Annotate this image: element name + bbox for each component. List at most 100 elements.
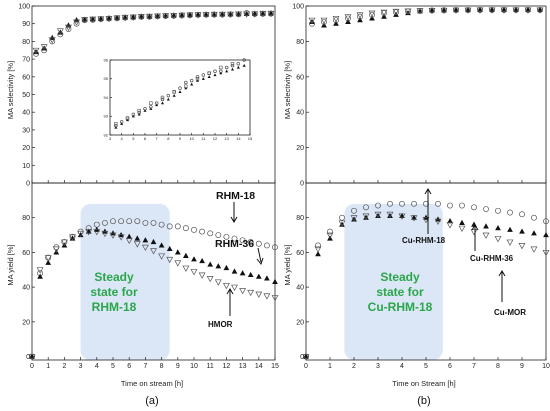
data-point	[223, 233, 230, 240]
data-point	[447, 218, 453, 224]
x-tick-label: 4	[121, 136, 124, 141]
x-tick-label: 7	[143, 363, 147, 370]
data-point	[158, 221, 165, 228]
a-annotation-hmor: HMOR	[208, 320, 233, 329]
y-tick-label: 90	[22, 21, 30, 28]
data-point	[223, 264, 230, 271]
data-point	[264, 275, 270, 281]
data-point	[41, 47, 48, 54]
panel-a-inset-plot: 92 93 94 95 96 3 4 5 6 7 8 9 10 11 12 13 14 15	[104, 57, 253, 141]
b-bottom-ylabel: MA yield [%]	[283, 244, 292, 285]
data-point	[543, 218, 549, 225]
a-bottom-xlabel: Time on stream [h]	[121, 379, 183, 388]
data-point	[129, 14, 137, 21]
data-point	[230, 63, 235, 68]
data-point	[117, 234, 125, 241]
data-point	[399, 200, 405, 207]
data-point	[235, 11, 243, 18]
data-point	[195, 77, 200, 81]
b-annotation-cumor: Cu-MOR	[494, 308, 526, 317]
data-point	[28, 354, 36, 361]
panel-label-b: (b)	[417, 395, 430, 407]
data-point	[398, 213, 406, 220]
inset-background	[110, 60, 250, 135]
data-point	[119, 120, 124, 124]
data-point	[52, 246, 60, 253]
data-point	[158, 242, 165, 248]
data-point	[174, 260, 182, 267]
x-tick-label: 10	[542, 363, 550, 370]
data-point	[332, 15, 340, 23]
a-annotation-rhm36: RHM-36	[215, 238, 254, 250]
data-point	[184, 80, 188, 85]
data-point	[471, 204, 477, 211]
a-shade-label-3: RHM-18	[92, 300, 137, 314]
data-point	[326, 232, 334, 239]
data-point	[263, 242, 270, 249]
data-point	[166, 245, 173, 252]
a-shade-label-1: Steady	[94, 270, 134, 284]
data-point	[149, 101, 153, 105]
x-tick-label: 4	[400, 363, 404, 370]
data-point	[182, 265, 190, 272]
data-point	[272, 244, 278, 251]
data-point	[178, 90, 182, 93]
data-point	[218, 11, 226, 19]
y-tick-label: 100	[292, 3, 304, 10]
data-point	[109, 232, 117, 239]
data-point	[259, 11, 267, 18]
data-point	[255, 240, 262, 247]
data-point	[213, 73, 217, 77]
data-point	[215, 263, 222, 269]
data-point	[57, 31, 64, 38]
y-tick-label: 80	[22, 39, 30, 46]
data-point	[114, 123, 118, 128]
data-point	[423, 200, 429, 207]
data-point	[434, 218, 442, 226]
data-point	[150, 248, 157, 255]
x-tick-label: 5	[111, 363, 115, 370]
x-tick-label: 5	[132, 136, 135, 141]
data-point	[48, 37, 56, 44]
x-tick-label: 11	[207, 363, 214, 370]
data-point	[512, 7, 520, 14]
data-point	[320, 17, 328, 25]
y-tick-label: 92	[104, 132, 109, 137]
b-shade-label-3: Cu-RHM-18	[368, 300, 433, 314]
data-point	[363, 214, 369, 220]
data-point	[215, 232, 222, 239]
y-tick-label: 60	[22, 250, 30, 257]
data-point	[191, 226, 197, 233]
y-tick-label: 20	[22, 319, 30, 326]
data-point	[404, 8, 412, 15]
steady-state-region	[344, 203, 443, 360]
data-point	[207, 230, 214, 237]
data-point	[219, 65, 223, 70]
data-point	[190, 269, 198, 276]
data-point	[339, 221, 345, 227]
data-point	[339, 214, 345, 221]
data-point	[182, 225, 189, 232]
panel-b-yield-plot: 0 20 40 60 80 0 1 2 3 4 5 6 7 8 9 10	[296, 182, 550, 370]
data-point	[64, 24, 72, 32]
data-point	[230, 62, 235, 66]
b-annotation-curhm36: Cu-RHM-36	[470, 254, 514, 263]
data-point	[255, 291, 263, 298]
x-tick-label: 9	[179, 136, 182, 141]
data-point	[226, 11, 234, 18]
x-tick-label: 12	[223, 363, 231, 370]
data-point	[149, 105, 153, 109]
data-point	[459, 219, 465, 225]
y-tick-label: 40	[22, 285, 30, 292]
a-annotation-arrows	[226, 202, 264, 316]
data-point	[201, 73, 206, 77]
x-tick-label: 8	[160, 363, 164, 370]
data-point	[309, 20, 315, 27]
y-tick-label: 80	[296, 39, 304, 46]
data-point	[500, 7, 508, 14]
y-tick-label: 0	[300, 180, 304, 187]
panel-b-selectivity-plot: 0 20 40 60 80 100	[292, 3, 547, 187]
data-point	[207, 71, 211, 75]
y-tick-label: 0	[300, 354, 304, 361]
